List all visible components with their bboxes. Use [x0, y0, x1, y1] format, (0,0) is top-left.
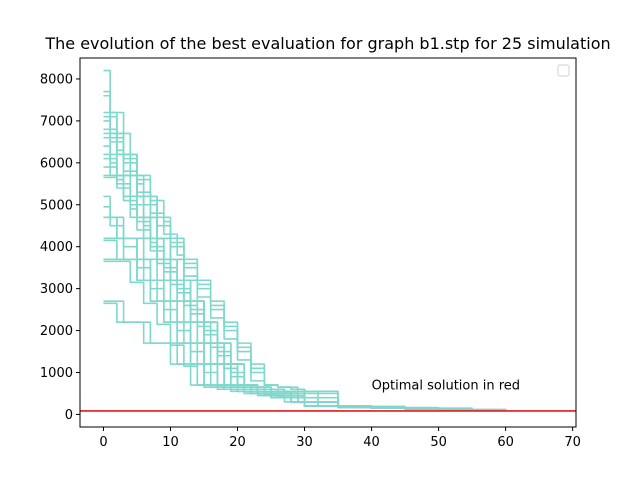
series-line-24	[103, 166, 440, 410]
y-tick-label: 3000	[40, 282, 73, 297]
x-tick-label: 60	[497, 435, 514, 450]
x-tick-label: 50	[430, 435, 447, 450]
series-line-25	[103, 206, 473, 411]
y-tick-label: 4000	[40, 240, 73, 255]
series-line-10	[103, 174, 406, 409]
x-tick-label: 20	[229, 435, 246, 450]
series-line-6	[103, 132, 440, 410]
legend-box	[557, 64, 570, 77]
x-tick-label: 40	[363, 435, 380, 450]
series-line-21	[103, 120, 473, 411]
optimal-annotation: Optimal solution in red	[372, 378, 520, 393]
x-tick-label: 10	[162, 435, 179, 450]
x-tick-label: 70	[564, 435, 581, 450]
x-axis: 0 10 20 30 40 50 60 70	[99, 427, 581, 450]
plot-frame	[79, 57, 577, 428]
y-tick-label: 7000	[40, 114, 73, 129]
series-layer	[103, 69, 507, 412]
x-tick-label: 30	[296, 435, 313, 450]
y-axis: 0 1000 2000 3000 4000 5000 6000 7000 8000	[40, 72, 80, 423]
y-tick-label: 1000	[40, 366, 73, 381]
chart-title: The evolution of the best evaluation for…	[44, 34, 610, 53]
y-tick-label: 6000	[40, 156, 73, 171]
y-tick-label: 2000	[40, 324, 73, 339]
y-tick-label: 8000	[40, 72, 73, 87]
x-tick-label: 0	[99, 435, 107, 450]
series-line-22	[103, 128, 406, 409]
y-tick-label: 5000	[40, 198, 73, 213]
y-tick-label: 0	[65, 408, 73, 423]
series-line-8	[103, 153, 473, 411]
series-line-4	[103, 111, 473, 410]
